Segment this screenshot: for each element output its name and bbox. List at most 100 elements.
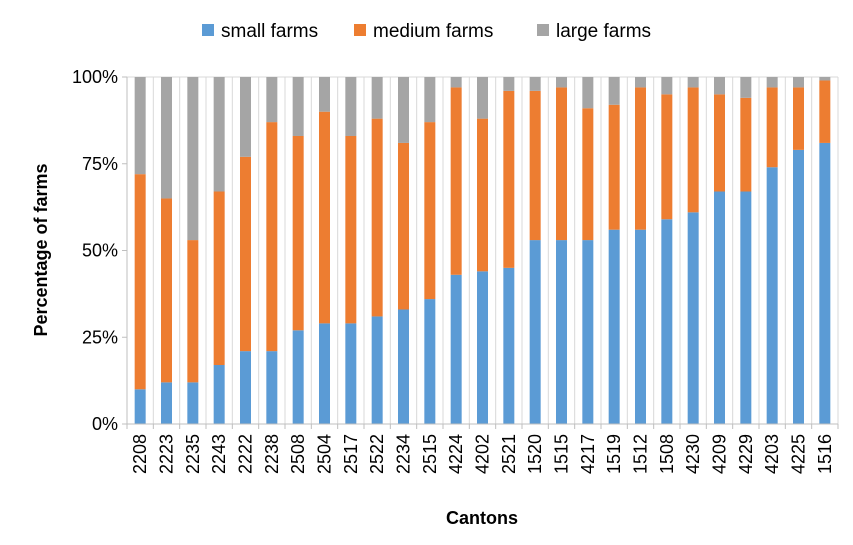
x-tick-label: 4209	[710, 434, 730, 474]
x-tick-label: 4202	[473, 434, 493, 474]
bar-large-farms-1519	[608, 77, 620, 105]
bar-medium-farms-4209	[714, 94, 725, 192]
bar-large-farms-2234	[398, 77, 409, 143]
bar-medium-farms-2238	[266, 122, 278, 352]
x-tick-label: 2222	[236, 434, 256, 474]
bar-small-farms-2521	[503, 267, 515, 424]
bar-small-farms-1516	[819, 142, 831, 424]
bar-small-farms-2223	[161, 382, 172, 424]
x-tick-label: 1519	[604, 434, 624, 474]
bar-large-farms-2504	[319, 77, 330, 112]
x-tick-label: 2517	[341, 434, 361, 474]
bar-medium-farms-1516	[819, 80, 831, 143]
bar-medium-farms-1515	[556, 87, 567, 241]
bar-small-farms-2208	[134, 389, 146, 424]
y-tick-label: 75%	[82, 154, 118, 174]
x-tick-label: 4230	[683, 434, 703, 474]
x-tick-label: 2208	[130, 434, 150, 474]
y-tick-label: 50%	[82, 241, 118, 261]
bar-large-farms-1512	[635, 77, 646, 88]
bar-small-farms-1508	[661, 219, 673, 424]
bar-small-farms-1519	[608, 229, 620, 424]
bar-small-farms-4229	[740, 191, 752, 424]
x-tick-label: 4203	[762, 434, 782, 474]
x-tick-label: 2522	[367, 434, 387, 474]
bar-medium-farms-2223	[161, 198, 172, 383]
bar-medium-farms-4230	[687, 87, 699, 213]
bar-small-farms-1515	[556, 240, 567, 424]
bar-medium-farms-2208	[134, 174, 146, 390]
x-tick-label: 1515	[552, 434, 572, 474]
x-tick-label: 2521	[499, 434, 519, 474]
bar-large-farms-1516	[819, 77, 831, 81]
x-tick-label: 2238	[262, 434, 282, 474]
y-tick-label: 25%	[82, 327, 118, 347]
bar-large-farms-2222	[240, 77, 251, 157]
bar-medium-farms-2234	[398, 142, 409, 310]
bar-large-farms-2208	[134, 77, 146, 175]
bar-large-farms-4225	[793, 77, 804, 88]
bar-large-farms-4224	[450, 77, 462, 88]
bar-large-farms-1508	[661, 77, 673, 95]
x-tick-label: 2223	[157, 434, 177, 474]
x-tick-label: 2235	[183, 434, 203, 474]
bar-medium-farms-2508	[292, 135, 304, 331]
y-axis-title: Percentage of farms	[31, 163, 51, 336]
bar-large-farms-2238	[266, 77, 278, 123]
x-tick-label: 2508	[288, 434, 308, 474]
bar-small-farms-2504	[319, 323, 330, 424]
bar-medium-farms-1512	[635, 87, 646, 230]
y-tick-label: 100%	[72, 67, 118, 87]
bar-medium-farms-2235	[187, 240, 199, 383]
legend-label-small-farms: small farms	[221, 21, 318, 42]
x-axis-title: Cantons	[446, 508, 518, 528]
bar-small-farms-2234	[398, 309, 409, 424]
bar-small-farms-4225	[793, 149, 804, 424]
bar-medium-farms-4224	[450, 87, 462, 275]
bar-large-farms-4217	[582, 77, 594, 109]
bar-medium-farms-2515	[424, 122, 436, 300]
bar-small-farms-2517	[345, 323, 357, 424]
legend: small farms medium farms large farms	[202, 21, 651, 42]
legend-swatch-large-farms	[537, 24, 549, 36]
y-tick-label: 0%	[92, 414, 118, 434]
x-tick-label: 4217	[578, 434, 598, 474]
bar-large-farms-2521	[503, 77, 515, 91]
x-tick-label: 2504	[315, 434, 335, 474]
bar-medium-farms-2517	[345, 135, 357, 324]
bar-large-farms-4203	[766, 77, 778, 88]
bar-small-farms-4217	[582, 240, 594, 424]
axes	[122, 76, 839, 429]
x-tick-label: 1520	[525, 434, 545, 474]
gridlines	[127, 76, 839, 424]
x-tick-label: 1508	[657, 434, 677, 474]
x-tick-label: 1516	[815, 434, 835, 474]
bar-medium-farms-2222	[240, 156, 251, 352]
bar-large-farms-2515	[424, 77, 436, 123]
x-tick-label: 2243	[209, 434, 229, 474]
bar-large-farms-1515	[556, 77, 567, 88]
x-tick-label: 1512	[631, 434, 651, 474]
bar-medium-farms-4203	[766, 87, 778, 168]
bar-small-farms-1512	[635, 229, 646, 424]
bar-small-farms-4224	[450, 274, 462, 424]
x-tick-labels: 2208 2223 2235 2243 2222 2238 2508 2504 2517 2522…	[130, 434, 835, 474]
bar-small-farms-4209	[714, 191, 725, 424]
bars	[134, 77, 831, 424]
bar-small-farms-2235	[187, 382, 199, 424]
bar-medium-farms-4217	[582, 108, 594, 241]
legend-label-large-farms: large farms	[556, 21, 651, 42]
bar-large-farms-1520	[529, 77, 541, 91]
bar-small-farms-1520	[529, 240, 541, 424]
bar-small-farms-2522	[371, 316, 383, 424]
bar-large-farms-4209	[714, 77, 725, 95]
bar-small-farms-4202	[477, 271, 488, 424]
bar-medium-farms-2243	[213, 191, 225, 366]
bar-small-farms-4203	[766, 167, 778, 424]
bar-small-farms-2243	[213, 365, 225, 424]
bar-small-farms-2508	[292, 330, 304, 424]
bar-medium-farms-4229	[740, 97, 752, 192]
bar-small-farms-2238	[266, 351, 278, 424]
bar-medium-farms-4202	[477, 118, 488, 272]
